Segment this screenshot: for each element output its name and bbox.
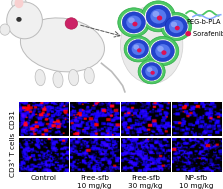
Circle shape [133,44,139,50]
Circle shape [165,16,187,37]
Circle shape [150,9,166,24]
Circle shape [122,12,145,33]
Ellipse shape [68,69,79,86]
Circle shape [142,62,161,81]
Circle shape [16,17,22,22]
Circle shape [169,20,184,33]
Ellipse shape [84,67,94,84]
Text: NP-sfb
10 mg/kg: NP-sfb 10 mg/kg [179,175,213,189]
Text: CD31: CD31 [10,109,16,129]
Circle shape [141,1,175,32]
Circle shape [161,12,192,41]
Circle shape [127,39,150,59]
Circle shape [132,43,145,55]
Circle shape [161,50,167,55]
Circle shape [147,36,179,66]
Circle shape [157,15,162,20]
Text: Free-sfb
10 mg/kg: Free-sfb 10 mg/kg [77,175,112,189]
Circle shape [121,11,147,34]
Ellipse shape [21,18,104,72]
Circle shape [185,31,191,36]
Text: Free-sfb
30 mg/kg: Free-sfb 30 mg/kg [128,175,163,189]
Ellipse shape [35,69,45,86]
Text: Sorafenib (sfb): Sorafenib (sfb) [193,30,223,37]
Circle shape [153,11,159,17]
Circle shape [128,17,135,23]
Circle shape [150,39,176,63]
Circle shape [145,66,158,77]
Ellipse shape [12,0,26,11]
Circle shape [65,18,78,29]
Circle shape [151,71,155,75]
Text: CD3⁺ T cells: CD3⁺ T cells [10,133,16,177]
Ellipse shape [7,2,42,39]
Text: Control: Control [31,175,56,181]
Circle shape [147,67,153,72]
Ellipse shape [53,71,63,88]
Circle shape [171,22,177,27]
Circle shape [132,22,138,26]
Text: PEG-b-PLA: PEG-b-PLA [186,19,221,25]
Circle shape [138,59,165,84]
Circle shape [151,40,174,62]
Circle shape [157,46,164,52]
Circle shape [145,4,172,29]
Circle shape [141,62,162,81]
Ellipse shape [120,6,183,84]
Ellipse shape [0,24,10,35]
Circle shape [118,8,150,37]
Circle shape [175,26,180,30]
Circle shape [126,15,141,29]
Circle shape [164,15,188,38]
Circle shape [146,5,171,28]
Ellipse shape [14,0,23,8]
Circle shape [155,44,170,58]
Circle shape [137,48,142,53]
Circle shape [128,40,149,58]
Circle shape [124,36,152,62]
